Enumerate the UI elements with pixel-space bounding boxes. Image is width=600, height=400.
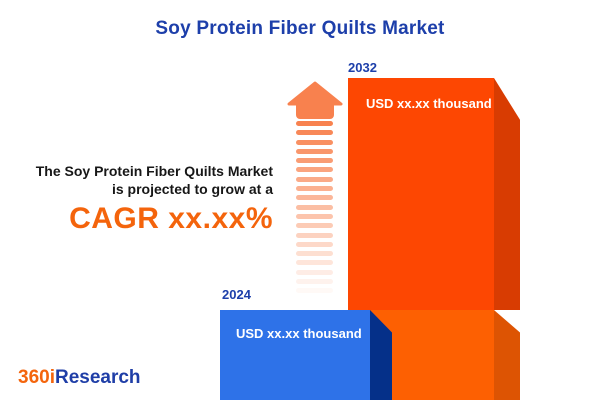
bar-2032-front (348, 78, 494, 310)
cagr-text: CAGR xx.xx% (69, 202, 273, 235)
bar-2024-side (370, 310, 392, 400)
bar-2032-side (494, 78, 520, 310)
bar-2024-year-label: 2024 (222, 287, 251, 302)
logo-research: Research (54, 367, 141, 388)
headline-line2: is projected to grow at a (111, 181, 273, 197)
headline-block: The Soy Protein Fiber Quilts Market is p… (0, 162, 273, 235)
bar-2032-base-side (494, 310, 520, 400)
arrow-stripes (296, 121, 333, 301)
bar-2024-value-label: USD xx.xx thousand (236, 326, 362, 341)
bar-2024-front (220, 310, 370, 400)
logo-360i: 360i (18, 367, 55, 388)
growth-arrow-head-icon (287, 81, 343, 119)
headline-line1: The Soy Protein Fiber Quilts Market (35, 163, 273, 179)
page-title: Soy Protein Fiber Quilts Market (155, 18, 445, 39)
brand-logo: 360iResearch (18, 367, 141, 389)
bar-2032-year-label: 2032 (348, 60, 377, 75)
bar-2032-value-label: USD xx.xx thousand (366, 96, 492, 111)
